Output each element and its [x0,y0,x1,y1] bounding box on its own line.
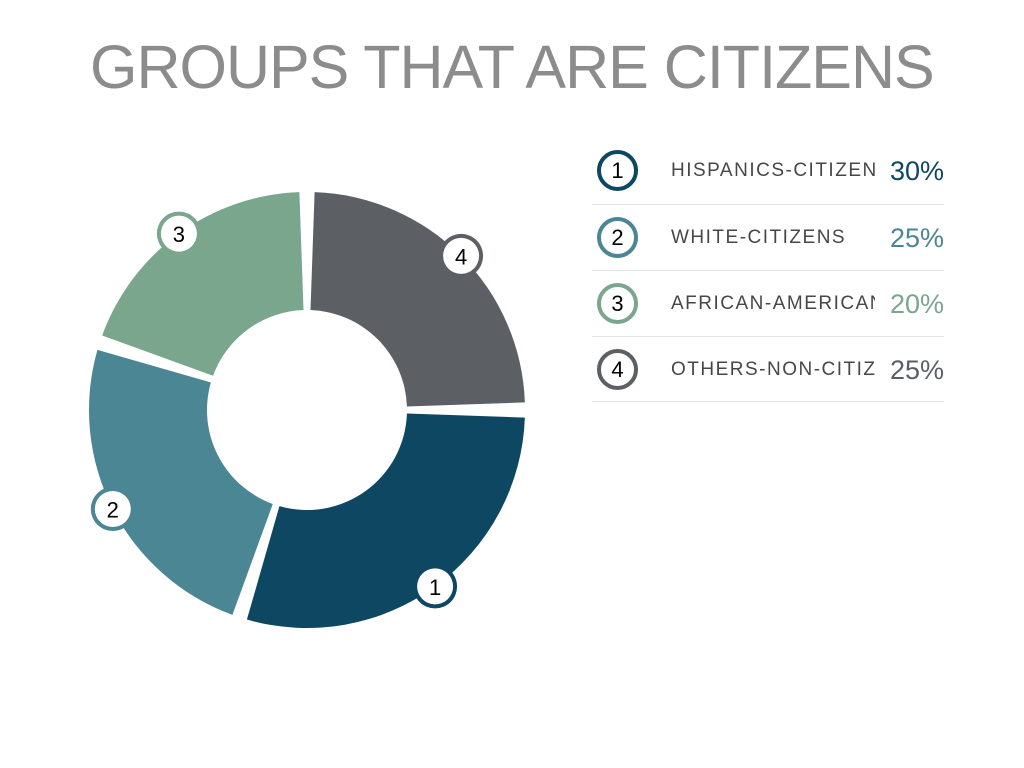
svg-text:2: 2 [107,498,119,523]
svg-text:3: 3 [173,222,185,247]
svg-text:4: 4 [455,244,467,269]
svg-text:1: 1 [429,575,441,600]
